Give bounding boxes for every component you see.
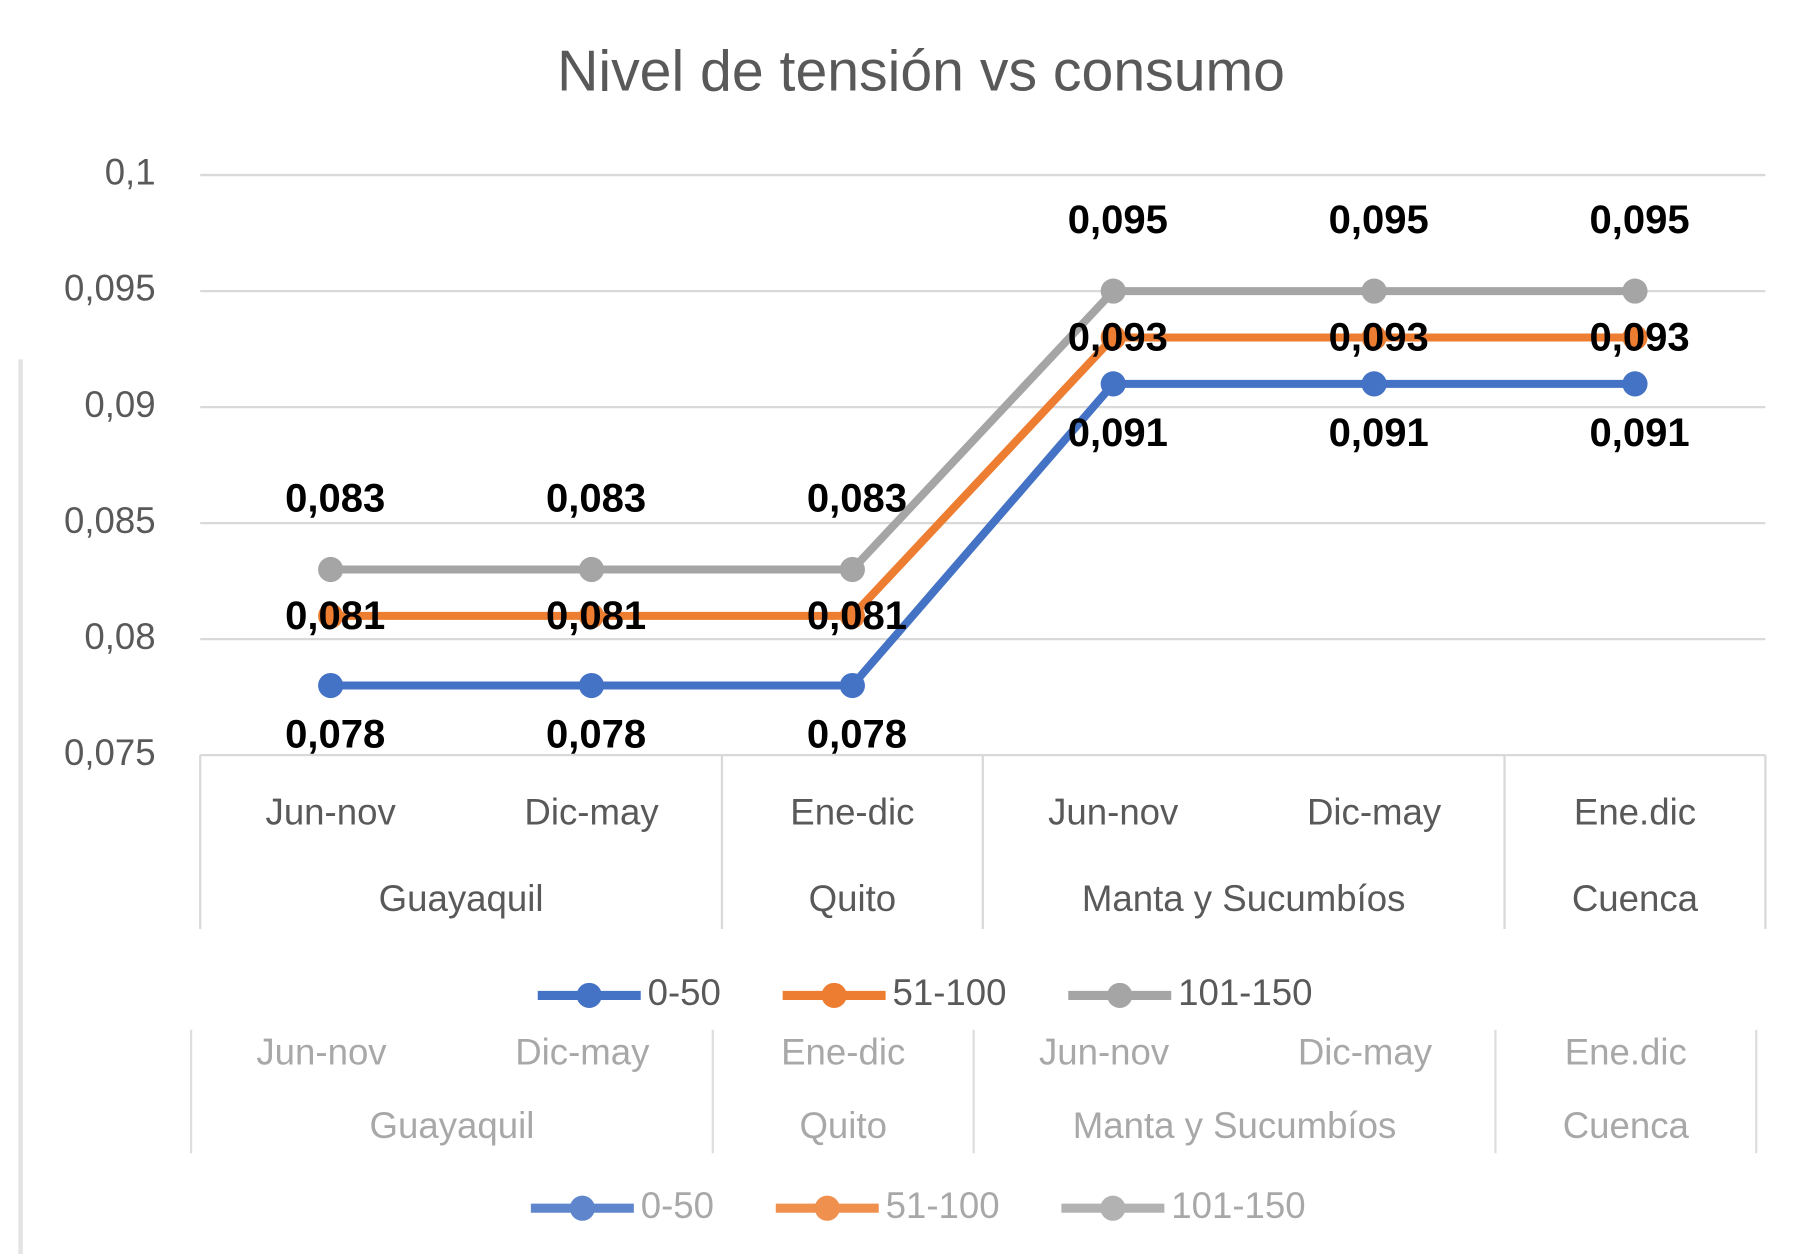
group-label: Guayaquil (370, 1105, 535, 1146)
data-label: 0,078 (546, 713, 646, 757)
data-label: 0,093 (1589, 315, 1689, 359)
legend-label: 101-150 (1171, 1185, 1305, 1226)
group-label: Quito (799, 1105, 887, 1146)
data-point (1622, 278, 1648, 304)
data-label: 0,095 (1068, 198, 1168, 242)
data-point (578, 603, 605, 629)
data-point (1100, 324, 1126, 351)
y-tick-label: 0,085 (64, 500, 156, 541)
y-tick-label: 0,075 (64, 732, 156, 773)
x-tick-label: Ene.dic (1565, 1032, 1687, 1073)
data-label: 0,083 (807, 476, 907, 520)
data-point (1100, 278, 1126, 304)
series-line (330, 379, 1635, 690)
data-label: 0,078 (285, 713, 385, 757)
legend-marker (814, 1195, 840, 1221)
legend-label: 51-100 (892, 972, 1006, 1013)
data-label: 0,095 (1329, 198, 1429, 242)
data-point (1361, 324, 1387, 351)
x-tick-label: Ene.dic (1574, 791, 1696, 832)
data-label: 0,081 (285, 594, 385, 638)
group-label: Manta y Sucumbíos (1082, 878, 1406, 919)
ghost-border (18, 359, 23, 1254)
legend-label: 51-100 (886, 1185, 1000, 1226)
x-tick-label: Dic-may (1298, 1032, 1433, 1073)
group-label: Guayaquil (379, 878, 544, 919)
data-label: 0,078 (807, 713, 907, 757)
group-label: Quito (809, 878, 897, 919)
legend-marker (576, 982, 602, 1008)
legend-label: 0-50 (648, 972, 721, 1013)
x-tick-label: Dic-may (1307, 791, 1442, 832)
x-tick-label: Jun-nov (1048, 791, 1179, 832)
legend-marker (821, 982, 847, 1008)
data-point (1361, 278, 1387, 304)
x-tick-label: Ene-dic (781, 1032, 905, 1073)
data-label: 0,081 (546, 594, 646, 638)
data-label: 0,081 (807, 594, 907, 638)
series-line (330, 287, 1635, 574)
legend-label: 101-150 (1178, 972, 1312, 1013)
x-tick-label: Dic-may (515, 1032, 650, 1073)
x-tick-label: Ene-dic (790, 791, 914, 832)
series-line (330, 333, 1635, 620)
data-label: 0,091 (1329, 411, 1429, 455)
data-label: 0,095 (1589, 198, 1689, 242)
legend-marker (569, 1195, 595, 1221)
data-point (1361, 371, 1387, 397)
x-tick-label: Jun-nov (256, 1032, 387, 1073)
x-tick-label: Dic-may (524, 791, 659, 832)
data-point (1100, 371, 1126, 397)
data-point (578, 672, 605, 699)
data-point (839, 672, 865, 699)
data-point (839, 603, 865, 629)
data-point (1622, 324, 1648, 351)
data-label: 0,093 (1068, 315, 1168, 359)
x-tick-label: Jun-nov (266, 791, 397, 832)
data-point (318, 556, 344, 583)
x-tick-label: Jun-nov (1039, 1032, 1170, 1073)
y-tick-label: 0,09 (84, 384, 155, 425)
data-point (318, 672, 344, 699)
group-label: Manta y Sucumbíos (1073, 1105, 1397, 1146)
data-point (318, 603, 344, 629)
chart-title: Nivel de tensión vs consumo (557, 40, 1285, 104)
data-label: 0,091 (1589, 411, 1689, 455)
data-label: 0,093 (1329, 315, 1429, 359)
data-point (839, 556, 865, 583)
legend-marker (1107, 982, 1133, 1008)
data-label: 0,091 (1068, 411, 1168, 455)
y-tick-label: 0,1 (105, 152, 156, 193)
y-tick-label: 0,095 (64, 268, 156, 309)
data-label: 0,083 (285, 476, 385, 520)
group-label: Cuenca (1572, 878, 1699, 919)
legend-marker (1100, 1195, 1126, 1221)
data-label: 0,083 (546, 476, 646, 520)
ghost-copy: Guayaquil Quito Manta y Sucumbíos Cuenca Jun… (189, 1029, 1758, 1226)
group-label: Cuenca (1563, 1105, 1690, 1146)
data-point (578, 556, 605, 583)
data-point (1622, 371, 1648, 397)
y-tick-label: 0,08 (84, 616, 155, 657)
legend-label: 0-50 (641, 1185, 714, 1226)
